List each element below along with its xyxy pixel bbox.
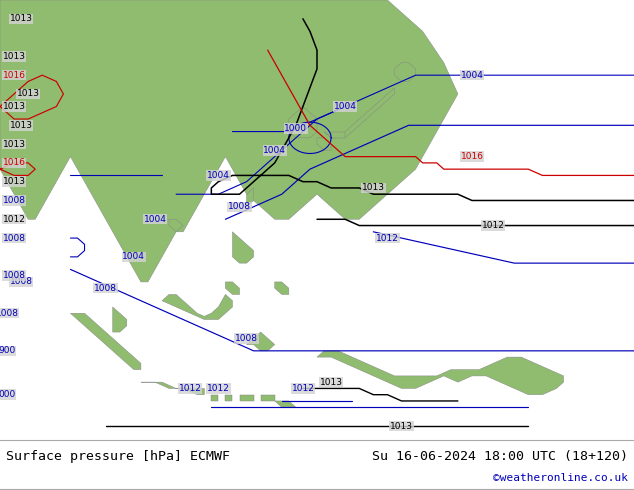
Text: 1012: 1012 [207,384,230,393]
Polygon shape [317,138,331,150]
Text: 1008: 1008 [0,309,18,318]
Text: 900: 900 [0,346,16,355]
Polygon shape [261,395,275,401]
Text: 1004: 1004 [460,71,483,80]
Polygon shape [211,395,218,401]
Text: 1004: 1004 [263,146,286,155]
Text: 1008: 1008 [3,271,25,280]
Text: 1013: 1013 [320,378,342,387]
Text: 1008: 1008 [10,277,32,287]
Text: 1004: 1004 [143,215,166,224]
Text: Su 16-06-2024 18:00 UTC (18+120): Su 16-06-2024 18:00 UTC (18+120) [372,449,628,463]
Polygon shape [240,395,254,401]
Polygon shape [113,307,127,332]
Text: 1012: 1012 [292,384,314,393]
Text: 1008: 1008 [3,196,25,205]
Polygon shape [233,232,254,263]
Text: 1016: 1016 [460,152,484,161]
Polygon shape [275,282,289,294]
Text: 1013: 1013 [3,102,25,111]
Text: 1000: 1000 [285,124,307,133]
Polygon shape [317,351,564,395]
Text: 1008: 1008 [3,234,25,243]
Text: 1016: 1016 [3,158,25,168]
Polygon shape [324,88,394,138]
Polygon shape [0,0,458,282]
Polygon shape [226,395,233,401]
Text: 1004: 1004 [333,102,356,111]
Text: 1013: 1013 [390,421,413,431]
Text: ©weatheronline.co.uk: ©weatheronline.co.uk [493,473,628,483]
Text: Surface pressure [hPa] ECMWF: Surface pressure [hPa] ECMWF [6,449,230,463]
Polygon shape [169,220,183,232]
Text: 1012: 1012 [376,234,399,243]
Polygon shape [70,313,141,369]
Polygon shape [162,294,233,319]
Polygon shape [289,106,317,138]
Text: 1013: 1013 [3,52,25,61]
Text: 1013: 1013 [10,121,32,130]
Text: 1012: 1012 [179,384,202,393]
Text: 1012: 1012 [482,221,505,230]
Polygon shape [247,332,275,351]
Text: 1013: 1013 [3,140,25,148]
Text: 1013: 1013 [10,14,32,24]
Polygon shape [394,63,416,81]
Polygon shape [275,401,296,407]
Text: 1016: 1016 [3,71,25,80]
Text: 1008: 1008 [228,202,251,211]
Text: 000: 000 [0,390,16,399]
Polygon shape [247,188,254,207]
Text: 1013: 1013 [16,90,40,98]
Polygon shape [226,282,240,294]
Text: 1008: 1008 [94,284,117,293]
Text: 1013: 1013 [3,177,25,186]
Text: 1004: 1004 [207,171,230,180]
Text: 1013: 1013 [362,183,385,193]
Polygon shape [331,131,345,138]
Text: 1004: 1004 [122,252,145,261]
Text: 1008: 1008 [235,334,258,343]
Polygon shape [141,382,204,395]
Text: 1012: 1012 [3,215,25,224]
